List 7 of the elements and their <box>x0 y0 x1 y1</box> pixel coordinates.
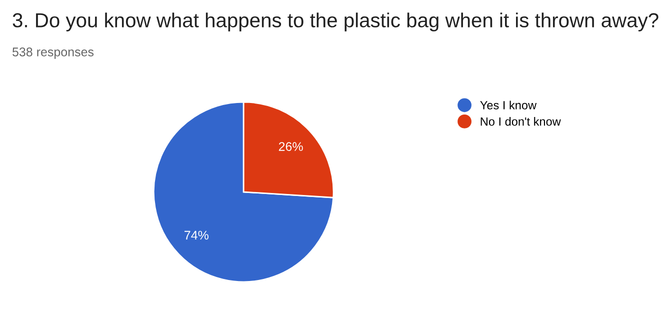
text: 538 responses <box>12 48 94 59</box>
pie-slice <box>153 101 334 283</box>
chart-title: 3. Do you know what happens to the plastic bag when it is thrown away? <box>12 12 658 32</box>
data-label: 26% <box>278 142 303 151</box>
data-label: 74% <box>184 230 208 240</box>
legend-label: No I don't know <box>480 117 561 126</box>
legend-label: Yes I know <box>480 100 537 110</box>
